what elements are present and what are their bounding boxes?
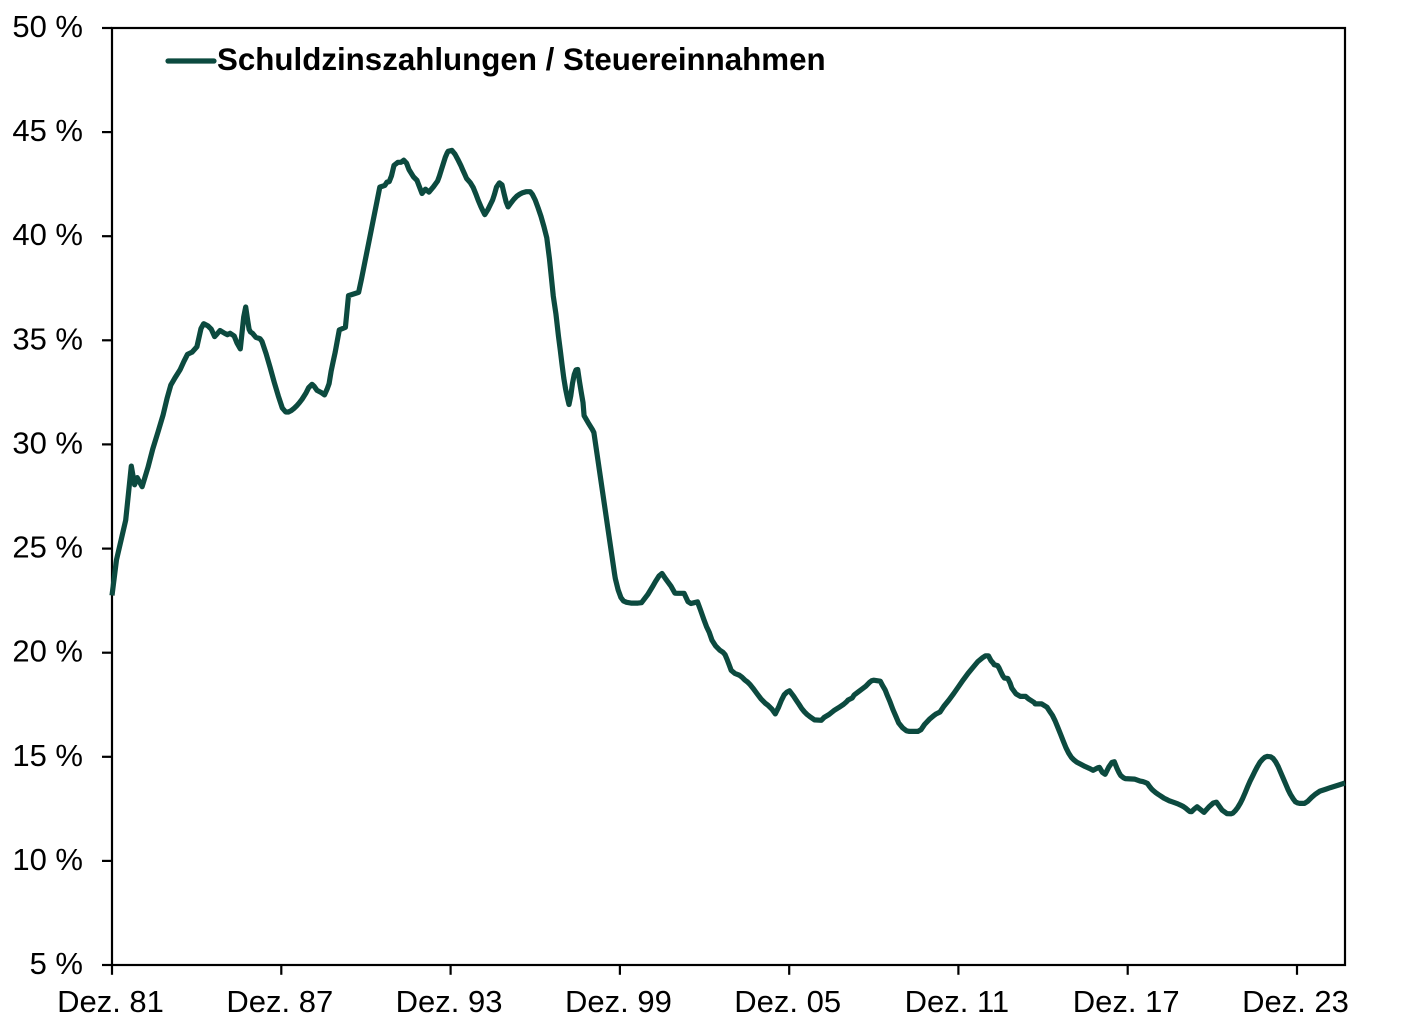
- svg-text:45 %: 45 %: [12, 113, 83, 148]
- svg-text:Dez. 93: Dez. 93: [396, 984, 503, 1019]
- svg-text:Dez. 17: Dez. 17: [1073, 984, 1180, 1019]
- svg-text:Dez. 81: Dez. 81: [57, 984, 164, 1019]
- svg-text:Dez. 99: Dez. 99: [565, 984, 672, 1019]
- svg-text:25 %: 25 %: [12, 530, 83, 565]
- svg-text:Dez. 23: Dez. 23: [1242, 984, 1349, 1019]
- svg-text:30 %: 30 %: [12, 425, 83, 460]
- svg-text:40 %: 40 %: [12, 217, 83, 252]
- svg-text:20 %: 20 %: [12, 634, 83, 669]
- svg-text:5 %: 5 %: [30, 946, 83, 981]
- svg-text:50 %: 50 %: [12, 9, 83, 44]
- svg-text:15 %: 15 %: [12, 738, 83, 773]
- svg-text:Dez. 05: Dez. 05: [734, 984, 841, 1019]
- svg-text:Schuldzinszahlungen / Steuerei: Schuldzinszahlungen / Steuereinnahmen: [217, 42, 826, 77]
- svg-text:Dez. 87: Dez. 87: [226, 984, 333, 1019]
- svg-text:10 %: 10 %: [12, 842, 83, 877]
- svg-text:35 %: 35 %: [12, 321, 83, 356]
- svg-text:Dez. 11: Dez. 11: [905, 984, 1010, 1019]
